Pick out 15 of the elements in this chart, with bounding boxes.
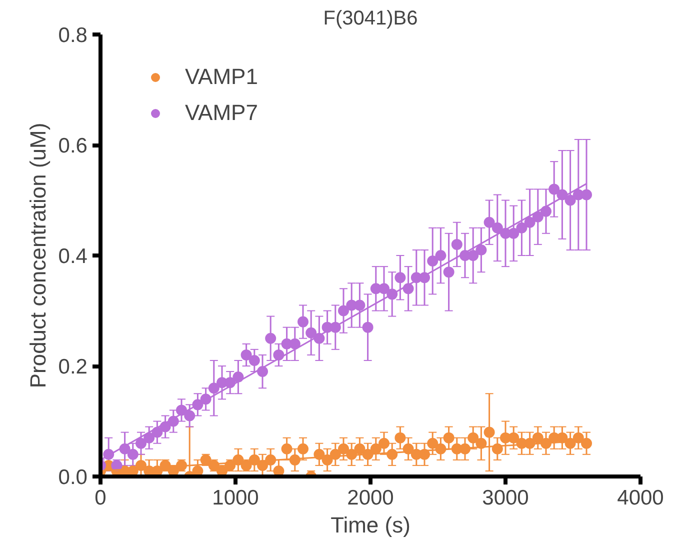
y-axis-title: Product concentration (uM): [25, 122, 50, 388]
x-tick-label: 1000: [212, 486, 259, 510]
y-tick-label: 0.0: [58, 466, 88, 489]
x-tick-label: 4000: [617, 486, 664, 510]
chart-title: F(3041)B6: [323, 8, 418, 30]
x-tick-label: 3000: [482, 486, 529, 510]
legend-label: VAMP7: [185, 100, 258, 126]
x-axis-title: Time (s): [330, 512, 410, 538]
y-tick-label: 0.8: [58, 24, 88, 47]
y-tick-label: 0.2: [58, 356, 88, 378]
y-tick-label: 0.6: [58, 134, 88, 158]
legend-label: VAMP1: [185, 64, 258, 90]
x-tick-label: 2000: [347, 486, 394, 510]
y-tick-label: 0.4: [58, 245, 88, 268]
x-tick-label: 0: [94, 486, 106, 510]
